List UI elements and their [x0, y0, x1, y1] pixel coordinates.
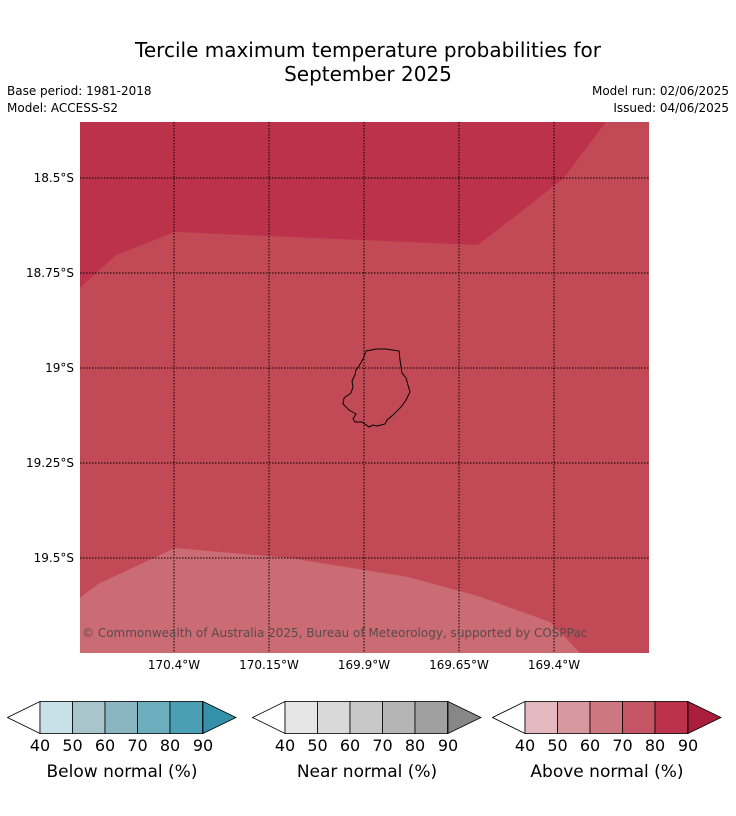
cbar-arrow-low: [252, 701, 286, 734]
cbar-segment-60-70: [589, 701, 623, 734]
cbar-tick: 70: [372, 736, 393, 755]
cbar-tick: 90: [192, 736, 214, 755]
cbar-tick: 40: [514, 736, 536, 755]
island-coastline: [342, 348, 411, 428]
cbar-segment-80-90: [654, 701, 688, 734]
lon-label-4: 169.65°W: [429, 658, 489, 672]
cbar-segment-80-90: [414, 701, 448, 734]
model-run-text: Model run: 02/06/2025: [591, 84, 729, 98]
colorbar-near-label: Near normal (%): [296, 762, 438, 782]
cbar-tick: 40: [274, 736, 296, 755]
cbar-tick: 50: [62, 736, 83, 755]
cbar-segment-70-80: [137, 701, 171, 734]
cbar-arrow-high: [202, 701, 237, 734]
cbar-arrow-high: [447, 701, 482, 734]
cbar-tick: 40: [29, 736, 51, 755]
cbar-tick: 70: [127, 736, 148, 755]
lon-label-1: 170.4°W: [147, 658, 201, 672]
cbar-segment-40-50: [524, 701, 558, 734]
cbar-tick: 60: [94, 736, 116, 755]
title-line-2: September 2025: [284, 62, 452, 86]
cbar-tick: 80: [404, 736, 426, 755]
cbar-segment-80-90: [169, 701, 203, 734]
cbar-arrow-high: [687, 701, 722, 734]
copyright-notice: © Commonwealth of Australia 2025, Bureau…: [82, 626, 588, 640]
meta-left: Base period: 1981-2018 Model: ACCESS-S2: [7, 83, 152, 117]
lat-label-2: 18.75°S: [26, 266, 74, 280]
lat-label-1: 18.5°S: [33, 171, 74, 185]
colorbar-below-normal: [7, 701, 237, 734]
cbar-tick: 50: [547, 736, 568, 755]
meta-right: Model run: 02/06/2025 Issued: 04/06/2025: [592, 83, 729, 117]
band-80-90: [80, 122, 606, 288]
cbar-tick: 90: [437, 736, 459, 755]
probability-map[interactable]: [80, 122, 649, 653]
cbar-segment-40-50: [284, 701, 318, 734]
gridlines: [80, 122, 649, 653]
cbar-tick: 80: [159, 736, 181, 755]
cbar-tick: 90: [677, 736, 699, 755]
cbar-tick: 50: [307, 736, 328, 755]
colorbar-near-normal: [252, 701, 482, 734]
cbar-arrow-low: [7, 701, 41, 734]
cbar-segment-70-80: [382, 701, 416, 734]
cbar-segment-50-60: [317, 701, 351, 734]
band-60-70: [80, 548, 580, 653]
issued-text: Issued: 04/06/2025: [613, 101, 729, 115]
base-period-text: Base period: 1981-2018: [7, 84, 152, 98]
lon-label-2: 170.15°W: [239, 658, 299, 672]
lon-label-5: 169.4°W: [527, 658, 581, 672]
cbar-segment-50-60: [557, 701, 591, 734]
model-text: Model: ACCESS-S2: [7, 101, 119, 115]
lat-label-4: 19.25°S: [26, 456, 74, 470]
colorbar-below-label: Below normal (%): [46, 762, 198, 782]
lat-label-5: 19.5°S: [33, 551, 74, 565]
cbar-tick: 60: [579, 736, 601, 755]
cbar-tick: 70: [612, 736, 633, 755]
title-line-1: Tercile maximum temperature probabilitie…: [135, 38, 601, 62]
chart-title: Tercile maximum temperature probabilitie…: [0, 38, 736, 86]
cbar-tick: 80: [644, 736, 666, 755]
cbar-segment-60-70: [349, 701, 383, 734]
cbar-segment-60-70: [104, 701, 138, 734]
cbar-tick: 60: [339, 736, 361, 755]
lat-label-3: 19°S: [45, 361, 74, 375]
cbar-segment-50-60: [72, 701, 106, 734]
cbar-arrow-low: [492, 701, 526, 734]
lon-label-3: 169.9°W: [337, 658, 391, 672]
colorbar-above-normal: [492, 701, 722, 734]
colorbar-above-label: Above normal (%): [530, 762, 684, 782]
cbar-segment-70-80: [622, 701, 656, 734]
cbar-segment-40-50: [39, 701, 73, 734]
